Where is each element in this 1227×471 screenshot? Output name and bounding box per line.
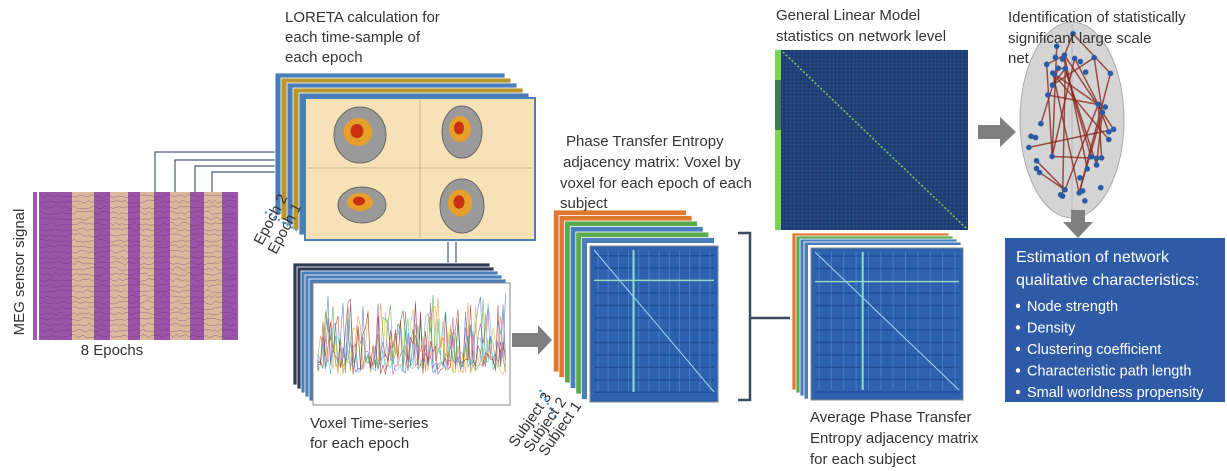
brain-node xyxy=(1083,69,1089,75)
brain-node xyxy=(1076,190,1082,196)
epoch-stripe xyxy=(110,192,128,340)
brain-node xyxy=(1050,82,1056,88)
brain-node xyxy=(1098,185,1104,191)
meg-label: MEG sensor signal xyxy=(11,209,28,336)
bullet xyxy=(1016,347,1020,351)
flow-arrow xyxy=(175,160,288,192)
glm-strip-hit xyxy=(775,50,781,80)
brain-node xyxy=(1028,134,1034,140)
characteristics-title: qualitative characteristics: xyxy=(1016,272,1199,289)
pte-title: subject xyxy=(560,195,608,212)
glm-title: statistics on network level xyxy=(776,28,946,45)
brain-node xyxy=(1034,158,1040,164)
brain-node xyxy=(1094,162,1100,168)
brain-node xyxy=(1055,65,1061,71)
activation-core xyxy=(351,124,364,138)
loreta-title: each epoch xyxy=(285,49,363,66)
bullet xyxy=(1016,368,1020,372)
bullet xyxy=(1016,325,1020,329)
brain-node xyxy=(1102,104,1108,110)
pte-title: voxel for each epoch of each xyxy=(560,175,752,192)
characteristics-item: Node strength xyxy=(1027,299,1118,315)
bullet xyxy=(1016,304,1020,308)
brain-node xyxy=(1037,170,1043,176)
characteristics-item: Clustering coefficient xyxy=(1027,342,1161,358)
shapes xyxy=(33,22,1225,418)
brain-node xyxy=(1026,145,1032,151)
average-caption: Average Phase Transfer xyxy=(810,409,971,426)
characteristics-title: Estimation of network xyxy=(1016,249,1170,266)
characteristics-item: Characteristic path length xyxy=(1027,364,1191,380)
brain-node xyxy=(1062,187,1068,193)
glm-strip-hit xyxy=(775,130,781,230)
activation-core xyxy=(454,195,465,209)
average-caption: for each subject xyxy=(810,451,917,468)
brain-node xyxy=(1091,55,1097,61)
voxel-caption: Voxel Time-series xyxy=(310,415,428,432)
bullet xyxy=(1016,390,1020,394)
brain-node xyxy=(1100,110,1106,116)
brain-node xyxy=(1108,71,1114,77)
network-title: significant large scale xyxy=(1008,30,1151,47)
brain-node xyxy=(1084,166,1090,172)
characteristics-item: Density xyxy=(1027,321,1076,337)
average-caption: Entropy adjacency matrix xyxy=(810,430,979,447)
brain-node xyxy=(1038,121,1044,127)
pipeline-diagram: MEG sensor signal 8 Epochs LORETA calcul… xyxy=(0,0,1227,471)
network-title: Identification of statistically xyxy=(1008,9,1186,26)
big-arrow xyxy=(512,325,552,355)
brain-node xyxy=(1094,155,1100,161)
right-arrow xyxy=(978,117,1016,147)
brain-node xyxy=(1052,71,1058,77)
brain-node xyxy=(1099,155,1105,161)
brain-node xyxy=(1060,56,1066,62)
brain-node xyxy=(1049,154,1055,160)
brain-node xyxy=(1111,127,1117,133)
loreta-title: each time-sample of xyxy=(285,29,421,46)
pte-title: adjacency matrix: Voxel by xyxy=(563,154,741,171)
brain-node xyxy=(1044,62,1050,68)
epochs-label: 8 Epochs xyxy=(81,342,144,359)
brain-node xyxy=(1106,129,1112,135)
epoch-stripe xyxy=(170,192,190,340)
activation-core xyxy=(454,122,464,135)
brain-node xyxy=(1106,137,1112,143)
pte-title: Phase Transfer Entropy xyxy=(566,133,724,150)
loreta-title: LORETA calculation for xyxy=(285,9,440,26)
brain-node xyxy=(1062,66,1068,72)
bracket xyxy=(738,233,790,400)
glm-title: General Linear Model xyxy=(776,7,920,24)
brain-node xyxy=(1077,175,1083,181)
meg-edge xyxy=(33,192,37,340)
brain-node xyxy=(1088,154,1094,160)
matrix xyxy=(590,246,718,402)
network-title: net xyxy=(1008,50,1030,67)
brain-node xyxy=(1053,55,1059,61)
characteristics-item: Small worldness propensity xyxy=(1027,385,1204,401)
activation-core xyxy=(353,197,365,206)
matrix xyxy=(811,248,963,400)
brain-node xyxy=(1078,59,1084,65)
brain-node xyxy=(1072,56,1078,62)
brain-node xyxy=(1082,198,1088,204)
brain-node xyxy=(1058,192,1064,198)
brain-node xyxy=(1095,102,1101,108)
voxel-caption: for each epoch xyxy=(310,435,409,452)
brain-node xyxy=(1045,92,1051,98)
